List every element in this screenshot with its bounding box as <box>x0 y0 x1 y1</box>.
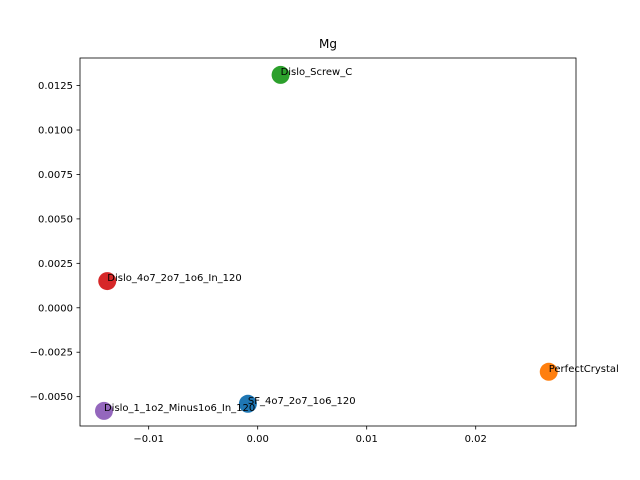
x-tick-label: 0.00 <box>247 434 269 445</box>
y-tick-label: 0.0075 <box>38 170 73 181</box>
y-tick-label: −0.0025 <box>30 348 73 359</box>
plot-frame <box>79 57 577 427</box>
point-label: Dislo_1_1o2_Minus1o6_In_120 <box>104 403 255 414</box>
chart-title: Mg <box>319 37 337 51</box>
y-tick-label: 0.0125 <box>38 81 73 92</box>
points-layer <box>94 65 558 420</box>
scatter-point <box>271 65 290 84</box>
y-tick-label: 0.0050 <box>38 214 73 225</box>
x-tick-label: 0.02 <box>465 434 487 445</box>
point-labels-layer: SF_4o7_2o7_1o6_120 PerfectCrystal Dislo_Sc… <box>104 67 619 414</box>
y-tick-label: 0.0025 <box>38 259 73 270</box>
point-label: Dislo_4o7_2o7_1o6_In_120 <box>107 273 242 284</box>
x-tick-label: 0.01 <box>356 434 378 445</box>
point-label: Dislo_Screw_C <box>281 67 353 78</box>
y-tick-label: 0.0100 <box>38 126 73 137</box>
scatter-point <box>238 394 257 413</box>
x-axis-ticks: −0.01 0.00 0.01 0.02 <box>133 426 487 445</box>
y-axis-ticks: −0.0050 −0.0025 0.0000 0.0025 0.0050 0.0075 0.… <box>30 81 80 403</box>
x-tick-label: −0.01 <box>133 434 164 445</box>
point-label: SF_4o7_2o7_1o6_120 <box>248 396 356 407</box>
point-label: PerfectCrystal <box>549 364 619 375</box>
scatter-point <box>539 362 558 381</box>
scatter-point <box>94 401 113 420</box>
y-tick-label: −0.0050 <box>30 392 73 403</box>
y-tick-label: 0.0000 <box>38 303 73 314</box>
scatter-point <box>98 272 117 291</box>
